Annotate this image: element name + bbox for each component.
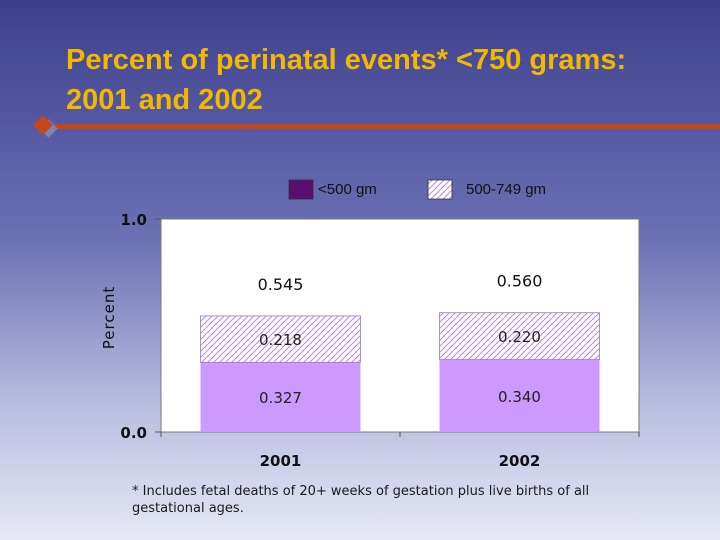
title-divider <box>52 124 720 129</box>
y-tick-label: 1.0 <box>120 211 147 229</box>
bar-segment-under-500-2001 <box>200 362 361 432</box>
total-label: 0.560 <box>497 272 543 291</box>
data-label: 0.327 <box>259 389 302 407</box>
legend-swatch-under-500 <box>288 179 314 200</box>
bar-segment-500-749-2002 <box>439 312 600 360</box>
x-tick-label: 2001 <box>260 452 302 470</box>
data-label: 0.218 <box>259 331 302 349</box>
slide-title: Percent of perinatal events* <750 grams:… <box>66 44 627 116</box>
y-tick-label: 0.0 <box>120 424 147 442</box>
legend-label: 500-749 gm <box>466 181 546 198</box>
total-label: 0.545 <box>258 275 304 294</box>
x-tick-label: 2002 <box>499 452 541 470</box>
footnote: * Includes fetal deaths of 20+ weeks of … <box>132 484 590 516</box>
data-label: 0.220 <box>498 328 541 346</box>
legend-swatch-500-749 <box>427 179 453 200</box>
bar-segment-under-500-2002 <box>439 359 600 432</box>
legend-label: <500 gm <box>318 181 377 198</box>
data-label: 0.340 <box>498 388 541 406</box>
y-axis-label: Percent <box>100 286 118 349</box>
bar-segment-500-749-2001 <box>200 315 361 363</box>
